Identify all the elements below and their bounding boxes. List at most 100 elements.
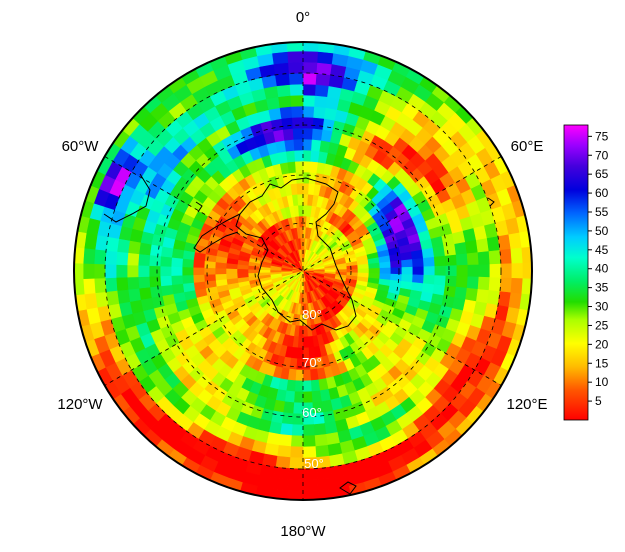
field-cell — [61, 279, 73, 296]
field-cell — [236, 268, 249, 274]
field-cell — [465, 240, 479, 255]
peninsula-coastline — [193, 213, 241, 253]
field-cell — [181, 266, 194, 276]
field-cell — [294, 160, 304, 173]
field-cell — [279, 423, 293, 436]
field-cell — [314, 434, 328, 447]
field-cell — [181, 274, 194, 284]
lat-circle-50 — [104, 72, 502, 470]
field-cell — [282, 401, 295, 415]
field-cell — [181, 258, 194, 268]
field-cell — [116, 289, 131, 304]
field-cell — [466, 276, 480, 290]
field-cell — [412, 266, 425, 276]
field-cell — [510, 247, 524, 265]
field-cell — [294, 380, 304, 393]
field-cell — [302, 391, 313, 404]
field-cell — [311, 390, 322, 404]
field-cell — [115, 264, 128, 278]
field-cell — [268, 499, 288, 500]
field-cell — [412, 274, 425, 284]
field-cell — [293, 391, 304, 404]
field-cell — [422, 274, 436, 286]
field-cell — [321, 399, 334, 413]
colorbar-tick-label: 75 — [595, 129, 609, 143]
field-cell — [302, 160, 312, 173]
field-cell — [289, 83, 304, 96]
field-cell — [287, 50, 304, 63]
field-cell — [390, 267, 403, 275]
field-cell — [291, 424, 304, 437]
field-cell — [252, 496, 272, 500]
graticule — [104, 42, 502, 500]
field-cell — [433, 275, 447, 287]
field-cell — [318, 499, 338, 500]
field-cell — [290, 94, 304, 107]
field-cell — [182, 282, 196, 293]
field-cell — [252, 42, 272, 46]
field-cell — [288, 61, 304, 74]
field-cell — [334, 496, 354, 500]
field-cell — [526, 212, 532, 232]
field-cell — [82, 262, 95, 280]
field-cell — [511, 262, 524, 280]
field-cell — [357, 268, 370, 274]
field-cell — [315, 73, 331, 87]
lat-label-60: 60° — [302, 405, 322, 420]
field-cell — [499, 248, 513, 265]
field-cell — [302, 479, 319, 492]
lat-label-50: 50° — [304, 456, 324, 471]
colorbar: 5 10 15 20 25 30 35 40 45 50 55 60 65 70 75 — [563, 124, 609, 421]
field-cell — [290, 182, 298, 196]
field-cell — [433, 255, 447, 267]
field-cell — [149, 285, 163, 299]
field-cell — [294, 369, 304, 382]
lon-label-0: 0° — [296, 9, 310, 26]
field-cell — [410, 249, 424, 260]
field-cell — [160, 284, 174, 297]
field-cell — [421, 247, 435, 259]
field-cell — [148, 254, 162, 267]
field-cell — [302, 380, 312, 393]
field-cell — [302, 83, 317, 96]
field-cell — [400, 251, 413, 262]
field-cell — [488, 249, 502, 265]
field-cell — [302, 182, 310, 195]
field-cell — [302, 435, 316, 448]
field-cell — [314, 84, 330, 98]
field-cell — [298, 215, 304, 228]
field-cell — [115, 251, 129, 266]
field-cell — [115, 276, 129, 291]
field-cell — [148, 265, 161, 277]
field-cell — [401, 266, 414, 276]
field-cell — [288, 171, 298, 185]
field-cell — [225, 272, 238, 280]
field-cell — [291, 116, 304, 129]
new-zealand-coastline — [339, 481, 357, 495]
south-america-coastline — [103, 173, 151, 223]
field-cell — [272, 477, 289, 491]
field-cell — [105, 236, 120, 252]
field-cell — [74, 310, 80, 330]
field-cell — [302, 138, 313, 151]
colorbar-tick-label: 30 — [595, 300, 609, 314]
field-cell — [82, 277, 96, 295]
field-cell — [475, 238, 490, 253]
field-cell — [530, 294, 532, 314]
field-cell — [488, 277, 502, 293]
field-cell — [334, 42, 354, 46]
field-cell — [105, 290, 120, 306]
field-cell — [61, 246, 73, 263]
field-cell — [313, 423, 327, 436]
south-georgia-coastline — [195, 201, 203, 213]
field-cell — [288, 72, 304, 85]
colorbar-tick-label: 25 — [595, 318, 609, 332]
field-cell — [465, 287, 479, 302]
field-cell — [302, 127, 314, 140]
field-cell — [302, 61, 318, 74]
field-cell — [193, 280, 206, 291]
field-cell — [137, 264, 150, 278]
field-cell — [475, 289, 490, 304]
field-cell — [401, 259, 414, 268]
field-cell — [287, 479, 304, 492]
